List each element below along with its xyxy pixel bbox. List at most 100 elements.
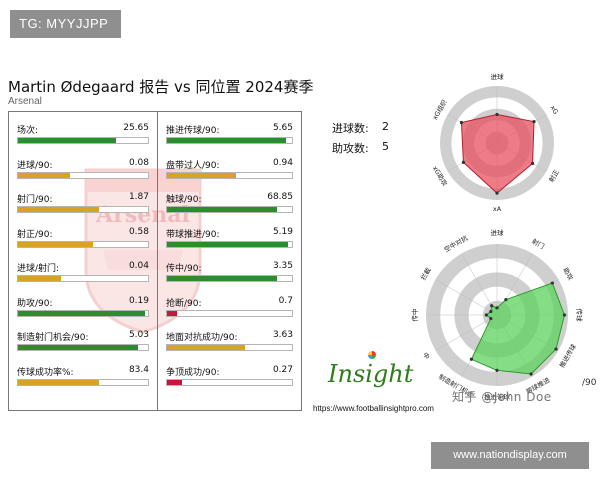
stat-bar — [17, 206, 149, 213]
right-stat-row: 带球推进/90: 5.19 — [166, 227, 293, 255]
zhihu-watermark: 知乎 @John Doe — [452, 390, 552, 404]
stat-bar — [17, 309, 149, 317]
left-stat-row: 助攻/90: 0.19 — [17, 296, 149, 324]
stat-value: 0.08 — [128, 157, 149, 168]
radar-axis-label: xA — [493, 205, 502, 213]
stat-label: 制造射门机会/90: — [17, 333, 89, 343]
stat-label: 争顶成功/90: — [166, 367, 220, 378]
radar-point — [532, 120, 536, 124]
radar-point — [459, 120, 464, 125]
left-stat-row: 射门/90: 1.87 — [17, 192, 149, 220]
right-stat-row: 盘带过人/90: 0.94 — [166, 158, 293, 186]
site-badge[interactable]: www.nationdisplay.com — [431, 442, 589, 469]
source-url[interactable]: https://www.footballinsightpro.com — [313, 404, 434, 413]
stat-label: 触球/90: — [166, 195, 202, 205]
stat-bar — [166, 171, 293, 179]
stat-value: 0.27 — [272, 364, 293, 375]
stat-label: 盘带过人/90: — [166, 160, 220, 171]
totals-block: 进球数: 2 助攻数: 5 — [332, 120, 412, 160]
stat-bar-fill — [167, 138, 286, 143]
assists-total-label: 助攻数: — [332, 142, 369, 155]
radar-point — [550, 281, 554, 285]
radar-spoke — [435, 279, 498, 316]
stat-label: 传中/90: — [166, 264, 202, 274]
stat-label: 射正/90: — [17, 229, 53, 240]
radar-point — [461, 160, 466, 164]
radar-axis-label: 射门 — [530, 236, 546, 250]
right-stat-row: 推进传球/90: 5.65 — [166, 123, 293, 151]
radar-point — [489, 309, 493, 314]
right-stat-row: 地面对抗成功/90: 3.63 — [166, 330, 293, 358]
stat-bar-fill — [167, 172, 236, 178]
stat-bar-fill — [167, 310, 177, 316]
stat-bar-fill — [18, 379, 99, 385]
stat-bar — [17, 275, 149, 282]
right-stat-row: 传中/90: 3.35 — [166, 261, 293, 289]
stat-bar — [17, 240, 149, 248]
radar-point — [554, 347, 558, 351]
stat-label: 场次: — [17, 126, 39, 136]
stat-bar — [166, 344, 293, 351]
stat-bar — [166, 309, 293, 317]
radar-point — [484, 313, 488, 317]
stat-value: 5.65 — [272, 123, 293, 133]
radar-point — [495, 306, 499, 310]
left-stat-row: 场次: 25.65 — [17, 123, 149, 151]
radar-point — [530, 161, 535, 166]
stat-value: 3.63 — [272, 330, 293, 340]
right-stat-row: 争顶成功/90: 0.27 — [166, 365, 293, 393]
stat-bar-fill — [18, 345, 138, 350]
radar-axis-label: 中 — [421, 351, 432, 361]
stat-bar-fill — [18, 138, 116, 143]
stat-value: 5.19 — [272, 226, 293, 237]
stat-bar — [166, 206, 293, 213]
stat-bar — [166, 137, 293, 144]
stat-value: 1.87 — [128, 192, 149, 202]
radar-point — [562, 313, 567, 317]
radar-point — [469, 357, 474, 361]
team-subtitle: Arsenal — [8, 96, 42, 107]
stat-bar — [166, 378, 293, 386]
stat-label: 抢断/90: — [166, 298, 202, 309]
stat-label: 推进传球/90: — [166, 126, 220, 136]
radar-axis-label: 空中对抗 — [442, 233, 469, 254]
stat-bar-fill — [18, 172, 70, 178]
stat-bar — [17, 171, 149, 179]
stat-bar — [166, 240, 293, 248]
left-stat-row: 传球成功率%: 83.4 — [17, 365, 149, 393]
stat-label: 射门/90: — [17, 195, 53, 205]
radar-axis-label: 进球 — [491, 72, 505, 81]
stat-value: 0.94 — [272, 157, 293, 168]
radar-point — [489, 316, 493, 321]
radar-axis-label: 推进带球 — [484, 392, 511, 401]
goals-total-label: 进球数: — [332, 122, 369, 135]
assists-total-row: 助攻数: 5 — [332, 140, 412, 160]
stat-value: 68.85 — [267, 192, 293, 202]
radar-spoke — [435, 314, 498, 351]
insight-logo: Insight — [328, 360, 414, 388]
report-title: Martin Ødegaard 报告 vs 同位置 2024赛季 — [8, 78, 314, 96]
ball-icon — [368, 351, 376, 359]
stat-bar-fill — [167, 241, 289, 247]
stat-value: 25.65 — [123, 123, 149, 133]
stat-value: 0.04 — [128, 261, 149, 271]
stat-bar-fill — [167, 345, 245, 350]
stat-value: 0.7 — [278, 295, 293, 306]
stat-bar — [166, 275, 293, 282]
stats-panel-left: 场次: 25.65 进球/90: 0.08 射门/90: 1.87 射正/90: 0.58 进球… — [8, 111, 157, 411]
stat-value: 0.58 — [128, 226, 149, 237]
stat-bar — [17, 137, 149, 144]
partial-axis-label: /90 — [582, 378, 597, 388]
radar-point — [495, 191, 499, 195]
right-stat-row: 触球/90: 68.85 — [166, 192, 293, 220]
stats-panel-right: 推进传球/90: 5.65 盘带过人/90: 0.94 触球/90: 68.85 带球推进/… — [157, 111, 302, 411]
stat-bar-fill — [18, 241, 94, 247]
right-stat-row: 抢断/90: 0.7 — [166, 296, 293, 324]
left-stat-row: 进球/90: 0.08 — [17, 158, 149, 186]
radar-axis-label: 助攻 — [561, 266, 576, 282]
left-stat-row: 制造射门机会/90: 5.03 — [17, 330, 149, 358]
stat-label: 进球/90: — [17, 160, 53, 171]
left-stat-row: 进球/射门: 0.04 — [17, 261, 149, 289]
